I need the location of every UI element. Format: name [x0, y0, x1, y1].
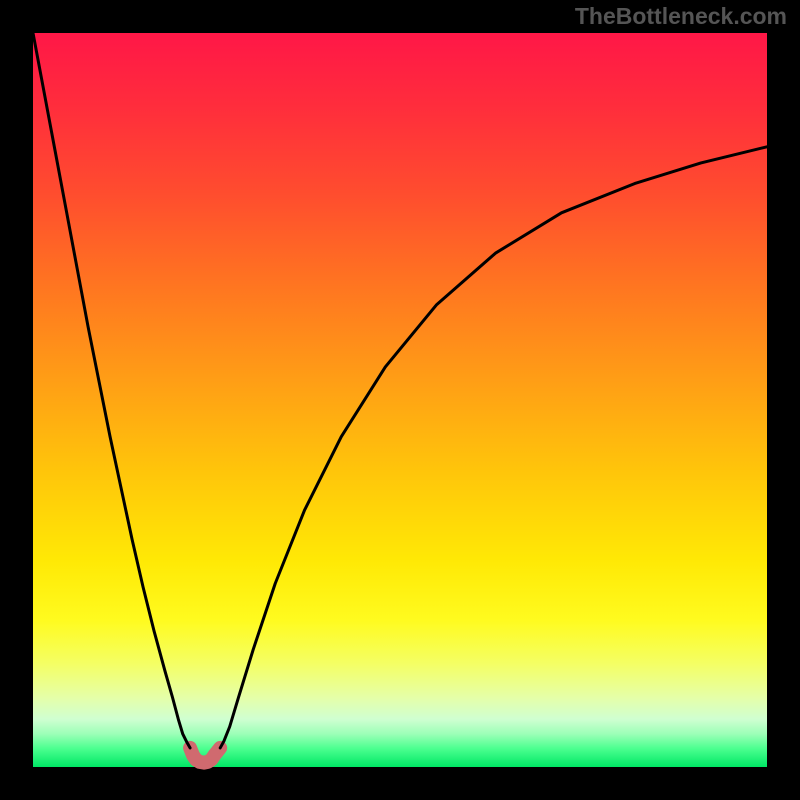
curve-right-branch — [220, 147, 767, 748]
curves-layer — [33, 33, 767, 767]
highlight-band — [190, 748, 220, 763]
watermark-text: TheBottleneck.com — [575, 3, 787, 30]
curve-left-branch — [33, 33, 190, 748]
plot-area — [33, 33, 767, 767]
stage: TheBottleneck.com — [0, 0, 800, 800]
